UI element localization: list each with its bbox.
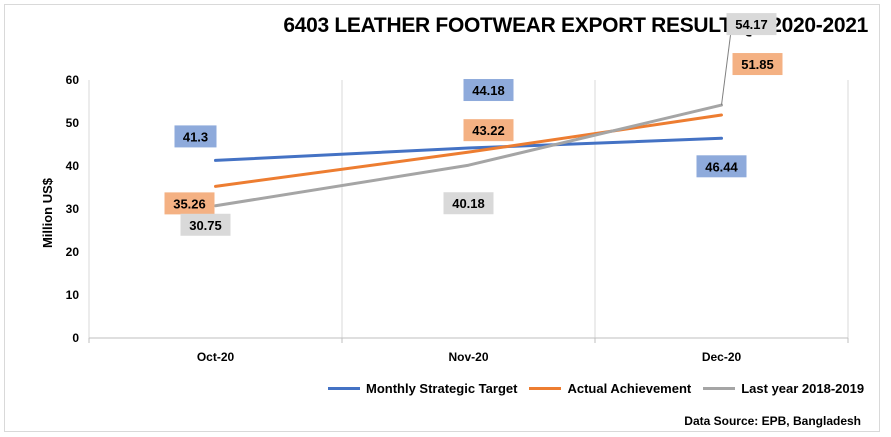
data-label: 30.75 [189,218,222,233]
data-label: 43.22 [472,123,505,138]
chart-title: 6403 LEATHER FOOTWEAR EXPORT RESULT Q2 2… [283,14,868,37]
y-tick-label: 50 [66,116,80,130]
y-tick-label: 40 [66,159,80,173]
series-line-0 [214,136,723,162]
data-label: 41.3 [183,129,208,144]
data-label-layer: 41.3 44.18 46.44 35.26 43.22 51.85 30.75 40.18 5… [164,13,783,236]
legend-label-target: Monthly Strategic Target [366,381,518,396]
grid-layer [88,80,849,338]
data-label: 35.26 [173,196,206,211]
y-axis-title: Million US$ [40,177,55,248]
x-tick-label: Nov-20 [448,350,488,364]
data-label-box [696,155,747,178]
data-label-leader [721,35,731,106]
legend-label-achievement: Actual Achievement [567,381,692,396]
data-label-box [164,192,215,215]
legend-swatch-achievement [529,387,562,390]
data-label-box [463,79,514,102]
data-label: 46.44 [705,159,738,174]
y-tick-label: 10 [66,288,80,302]
x-tick-label: Oct-20 [197,350,235,364]
series-line-2 [214,103,723,208]
y-tick-label: 20 [66,245,80,259]
data-label: 54.17 [735,17,768,32]
data-label-box [174,125,217,148]
data-label: 51.85 [741,57,774,72]
data-label-box [726,13,777,36]
data-label-box [732,53,783,76]
y-tick-label: 30 [66,202,80,216]
data-label-box [180,213,231,236]
legend-item-last-year: Last year 2018-2019 [703,381,864,396]
x-tick-label: Dec-20 [702,350,742,364]
series-layer [214,103,723,208]
y-tick-label: 60 [66,73,80,87]
legend: Monthly Strategic Target Actual Achievem… [328,381,864,396]
source-note: Data Source: EPB, Bangladesh [684,414,861,428]
data-label: 40.18 [452,196,485,211]
legend-item-achievement: Actual Achievement [529,381,691,396]
legend-swatch-target [328,387,360,390]
legend-item-target: Monthly Strategic Target [328,381,517,396]
chart-frame [4,4,880,432]
series-line-1 [214,113,723,188]
data-label: 44.18 [472,83,505,98]
data-label-box [463,119,514,142]
data-label-box [443,192,494,215]
y-tick-label: 0 [72,331,79,345]
axis-layer: 0 10 20 30 40 50 60 Oct-20 Nov-20 Dec-20 [66,73,849,364]
legend-label-last-year: Last year 2018-2019 [741,381,865,396]
legend-swatch-last-year [703,387,736,390]
